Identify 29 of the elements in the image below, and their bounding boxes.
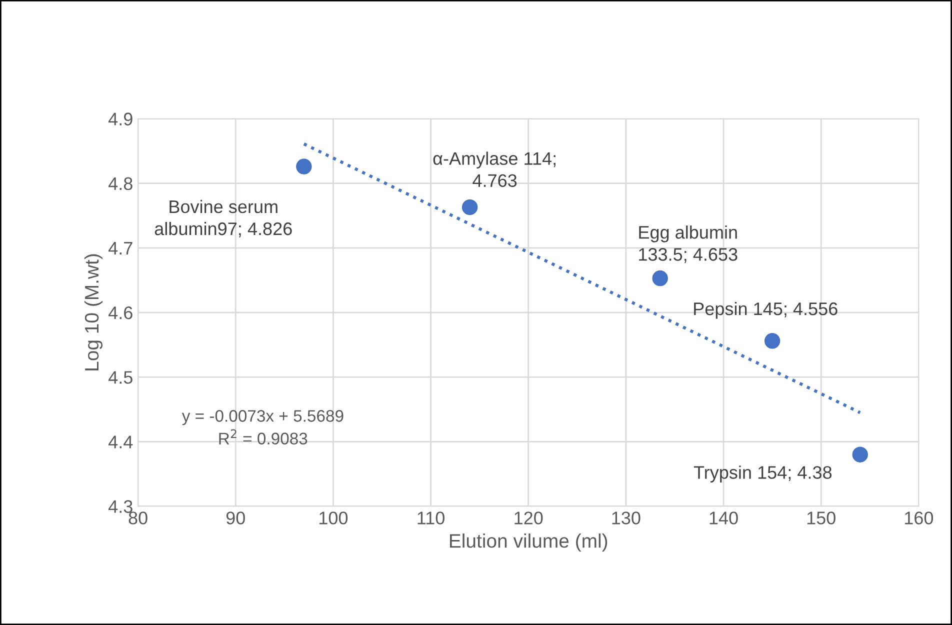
y-axis-title: Log 10 (M.wt) — [84, 254, 103, 370]
y-tick-label: 4.7 — [108, 242, 132, 254]
x-axis-title: Elution vilume (ml) — [450, 534, 608, 552]
data-label: Pepsin 145; 4.556 — [694, 302, 838, 319]
x-tick-label: 140 — [710, 512, 738, 524]
point — [652, 270, 668, 286]
data-label: Bovine serum albumin97; 4.826 — [154, 200, 292, 238]
x-tick-label: 100 — [320, 512, 348, 524]
x-tick-label: 110 — [418, 512, 444, 524]
point — [462, 199, 478, 216]
data-label: α-Amylase 114; 4.763 — [433, 152, 556, 187]
y-tick-label: 4.8 — [108, 177, 132, 190]
point — [296, 158, 312, 174]
y-tick-label: 4.4 — [108, 436, 133, 448]
data-label: Trypsin 154; 4.38 — [694, 466, 832, 482]
x-tick-label: 80 — [128, 512, 148, 524]
x-tick-label: 90 — [226, 512, 245, 524]
y-tick-label: 4.6 — [108, 306, 132, 320]
x-tick-label: 150 — [807, 512, 836, 524]
x-tick-label: 130 — [612, 512, 640, 524]
point — [852, 446, 868, 462]
annotation: y = -0.0073x + 5.5689 R$^{2}$ = 0.9083 — [182, 410, 344, 444]
point — [764, 333, 780, 349]
data-label: Egg albumin 133.5; 4.653 — [639, 225, 738, 263]
x-tick-label: 120 — [514, 512, 543, 524]
y-tick-label: 4.5 — [108, 371, 132, 384]
x-tick-label: 160 — [904, 512, 934, 524]
y-tick-label: 4.9 — [108, 112, 132, 126]
y-tick-label: 4.3 — [108, 500, 132, 513]
